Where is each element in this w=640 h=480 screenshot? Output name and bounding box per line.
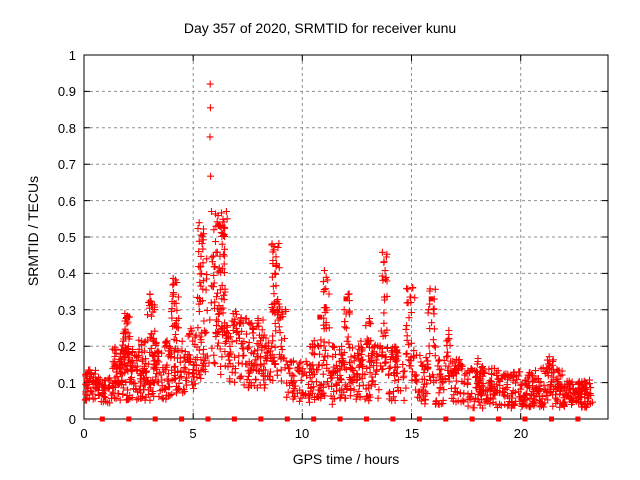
y-tick-label: 0.2 <box>57 339 76 354</box>
y-tick-label: 0.8 <box>57 121 76 136</box>
y-tick-label: 1 <box>68 48 76 63</box>
x-tick-label: 20 <box>513 426 529 441</box>
y-tick-label: 0.1 <box>57 376 76 391</box>
axis-ticks <box>83 54 608 420</box>
y-tick-label: 0.5 <box>57 230 76 245</box>
chart-title: Day 357 of 2020, SRMTID for receiver kun… <box>183 20 457 36</box>
y-tick-label: 0.7 <box>57 157 76 172</box>
scatter-points-plus <box>81 80 596 412</box>
x-tick-label: 0 <box>80 426 88 441</box>
x-axis-label: GPS time / hours <box>292 451 400 467</box>
x-tick-label: 15 <box>404 426 420 441</box>
y-tick-label: 0 <box>68 412 76 427</box>
x-tick-label: 5 <box>189 426 197 441</box>
x-tick-label: 10 <box>294 426 310 441</box>
y-tick-label: 0.4 <box>57 266 76 281</box>
y-tick-label: 0.3 <box>57 303 76 318</box>
gridlines <box>84 55 608 419</box>
y-tick-label: 0.9 <box>57 84 76 99</box>
y-tick-label: 0.6 <box>57 194 76 209</box>
